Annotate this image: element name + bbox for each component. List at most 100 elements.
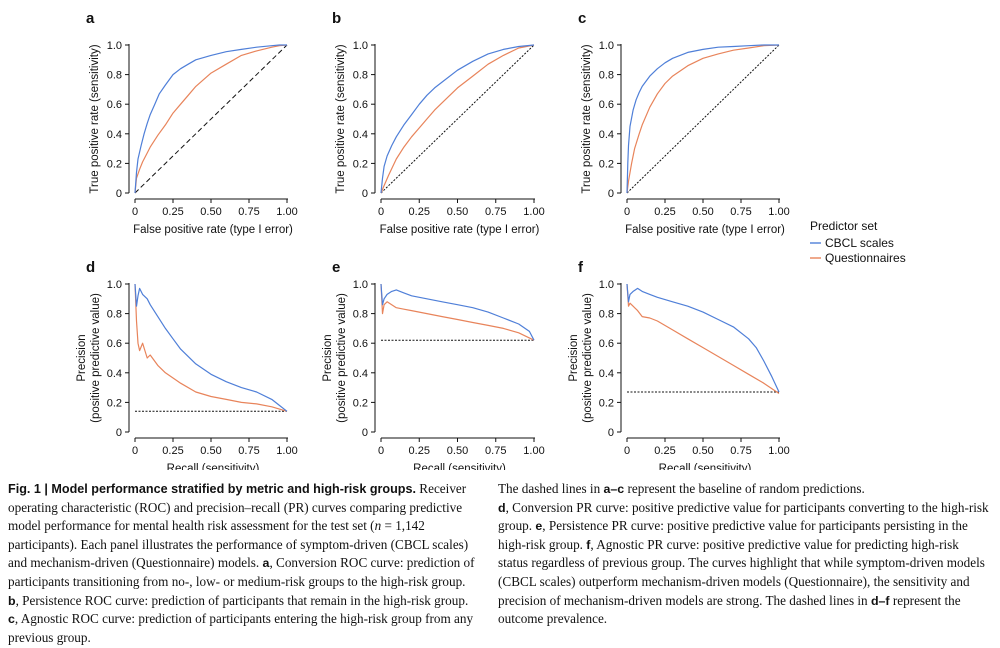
- x-tick-label: 1.00: [276, 445, 297, 457]
- caption-text: represent the outcome prevalence.: [498, 592, 961, 627]
- panel-label-a: a: [86, 10, 95, 27]
- y-tick-label: 0.2: [353, 397, 368, 409]
- caption-text: The dashed lines in: [498, 481, 604, 496]
- x-tick-label: 0: [624, 206, 630, 218]
- panel-f: f00.20.40.60.81.00 0.25 0.50 0.75 1.00Recall…: [568, 259, 790, 470]
- questionnaires-curve: [380, 283, 535, 341]
- x-tick-label: 0.50: [447, 445, 468, 457]
- x-tick-label: 0.75: [485, 445, 506, 457]
- x-axis-title: False positive rate (type I error): [380, 224, 540, 236]
- y-axis-title-line-1: Precision: [322, 334, 334, 381]
- y-tick-label: 1.0: [107, 279, 122, 291]
- caption-right-column: The dashed lines in a–c represent the ba…: [498, 480, 992, 629]
- figure-1-panels: a00.20.40.60.81.00 0.25 0.50 0.75 1.00False …: [76, 10, 906, 470]
- x-tick-label: 1.00: [523, 445, 544, 457]
- y-tick-label: 0.8: [353, 70, 368, 82]
- y-tick-label: 0.4: [599, 368, 614, 380]
- y-axis-title-line-1: Precision: [568, 334, 580, 381]
- x-tick-label: 0.25: [409, 445, 430, 457]
- y-tick-label: 0.4: [107, 129, 122, 141]
- cbcl-scales-curve: [380, 283, 535, 341]
- y-tick-label: 0.4: [353, 129, 368, 141]
- panel-label-b: b: [332, 10, 341, 27]
- caption-title: Fig. 1 | Model performance stratified by…: [8, 482, 416, 496]
- questionnaires-curve: [380, 44, 535, 194]
- x-axis-title: False positive rate (type I error): [625, 224, 785, 236]
- y-tick-label: 0.6: [353, 99, 368, 111]
- caption-panel-ref-b: b: [8, 593, 16, 608]
- caption-panel-ref-a-c: a–c: [603, 482, 625, 496]
- y-tick-label: 0.8: [107, 309, 122, 321]
- x-tick-label: 0.75: [238, 206, 259, 218]
- y-tick-label: 0.2: [107, 397, 122, 409]
- x-tick-label: 1.00: [768, 206, 789, 218]
- cbcl-scales-curve: [380, 44, 535, 194]
- y-tick-label: 0.4: [353, 368, 368, 380]
- x-tick-label: 1.00: [768, 445, 789, 457]
- x-tick-label: 0.50: [200, 445, 221, 457]
- legend-entry-label: CBCL scales: [825, 236, 894, 250]
- x-tick-label: 0.50: [692, 206, 713, 218]
- x-axis-title: Recall (sensitivity): [413, 463, 506, 470]
- y-tick-label: 0.8: [107, 70, 122, 82]
- panel-e: e00.20.40.60.81.00 0.25 0.50 0.75 1.00Recall…: [322, 259, 545, 470]
- y-tick-label: 0: [608, 427, 614, 439]
- y-axis-title: True positive rate (sensitivity): [89, 44, 101, 193]
- x-tick-label: 0.50: [447, 206, 468, 218]
- y-axis-title-line-2: (positive predictive value): [582, 293, 594, 423]
- caption-text: , Persistence PR curve: positive predict…: [498, 518, 968, 552]
- y-tick-label: 1.0: [599, 279, 614, 291]
- caption-text: , Conversion ROC curve: prediction of pa…: [8, 555, 475, 589]
- y-tick-label: 0.6: [599, 99, 614, 111]
- x-axis-title: False positive rate (type I error): [133, 224, 293, 236]
- caption-panel-ref-d: d: [498, 500, 506, 515]
- baseline-line: [380, 44, 535, 194]
- cbcl-scales-curve: [626, 44, 779, 194]
- y-tick-label: 0: [362, 188, 368, 200]
- x-tick-label: 0.25: [654, 445, 675, 457]
- x-tick-label: 0.25: [162, 206, 183, 218]
- y-tick-label: 0: [116, 188, 122, 200]
- y-tick-label: 1.0: [599, 40, 614, 52]
- questionnaires-curve: [626, 44, 780, 194]
- x-tick-label: 0: [378, 206, 384, 218]
- x-tick-label: 1.00: [523, 206, 544, 218]
- panel-c: c00.20.40.60.81.00 0.25 0.50 0.75 1.00False …: [578, 10, 790, 236]
- y-tick-label: 0.4: [599, 129, 614, 141]
- x-tick-label: 0.50: [692, 445, 713, 457]
- panel-b: b00.20.40.60.81.00 0.25 0.50 0.75 1.00False …: [332, 10, 545, 236]
- x-tick-label: 0: [132, 206, 138, 218]
- caption-left-column: Fig. 1 | Model performance stratified by…: [8, 480, 478, 647]
- y-tick-label: 0.2: [353, 158, 368, 170]
- y-tick-label: 1.0: [353, 279, 368, 291]
- y-tick-label: 0.8: [599, 70, 614, 82]
- x-tick-label: 0: [132, 445, 138, 457]
- x-tick-label: 0.75: [485, 206, 506, 218]
- caption-panel-ref-f: f: [586, 537, 591, 552]
- y-axis-title: True positive rate (sensitivity): [335, 44, 347, 193]
- y-tick-label: 1.0: [107, 40, 122, 52]
- panel-label-d: d: [86, 259, 95, 276]
- x-tick-label: 0.50: [200, 206, 221, 218]
- caption-panel-ref-a: a: [262, 556, 270, 571]
- y-axis-title-line-2: (positive predictive value): [90, 293, 102, 423]
- baseline-line: [626, 44, 780, 194]
- y-tick-label: 1.0: [353, 40, 368, 52]
- y-tick-label: 0.6: [107, 338, 122, 350]
- y-tick-label: 0: [116, 427, 122, 439]
- caption-panel-ref-d-f: d–f: [870, 593, 890, 608]
- caption-text: Receiver operating characteristic (ROC) …: [8, 481, 467, 534]
- caption-panel-ref-c: c: [8, 612, 15, 627]
- y-tick-label: 0.8: [599, 309, 614, 321]
- x-tick-label: 1.00: [276, 206, 297, 218]
- y-axis-title: True positive rate (sensitivity): [581, 44, 593, 193]
- y-tick-label: 0.6: [599, 338, 614, 350]
- caption-text: , Agnostic PR curve: positive predictive…: [498, 536, 985, 608]
- panel-label-c: c: [578, 10, 586, 27]
- y-tick-label: 0.6: [107, 99, 122, 111]
- panel-a: a00.20.40.60.81.00 0.25 0.50 0.75 1.00False …: [86, 10, 298, 236]
- questionnaires-curve: [626, 283, 780, 394]
- y-tick-label: 0.4: [107, 368, 122, 380]
- caption-text: represent the baseline of random predict…: [624, 481, 865, 496]
